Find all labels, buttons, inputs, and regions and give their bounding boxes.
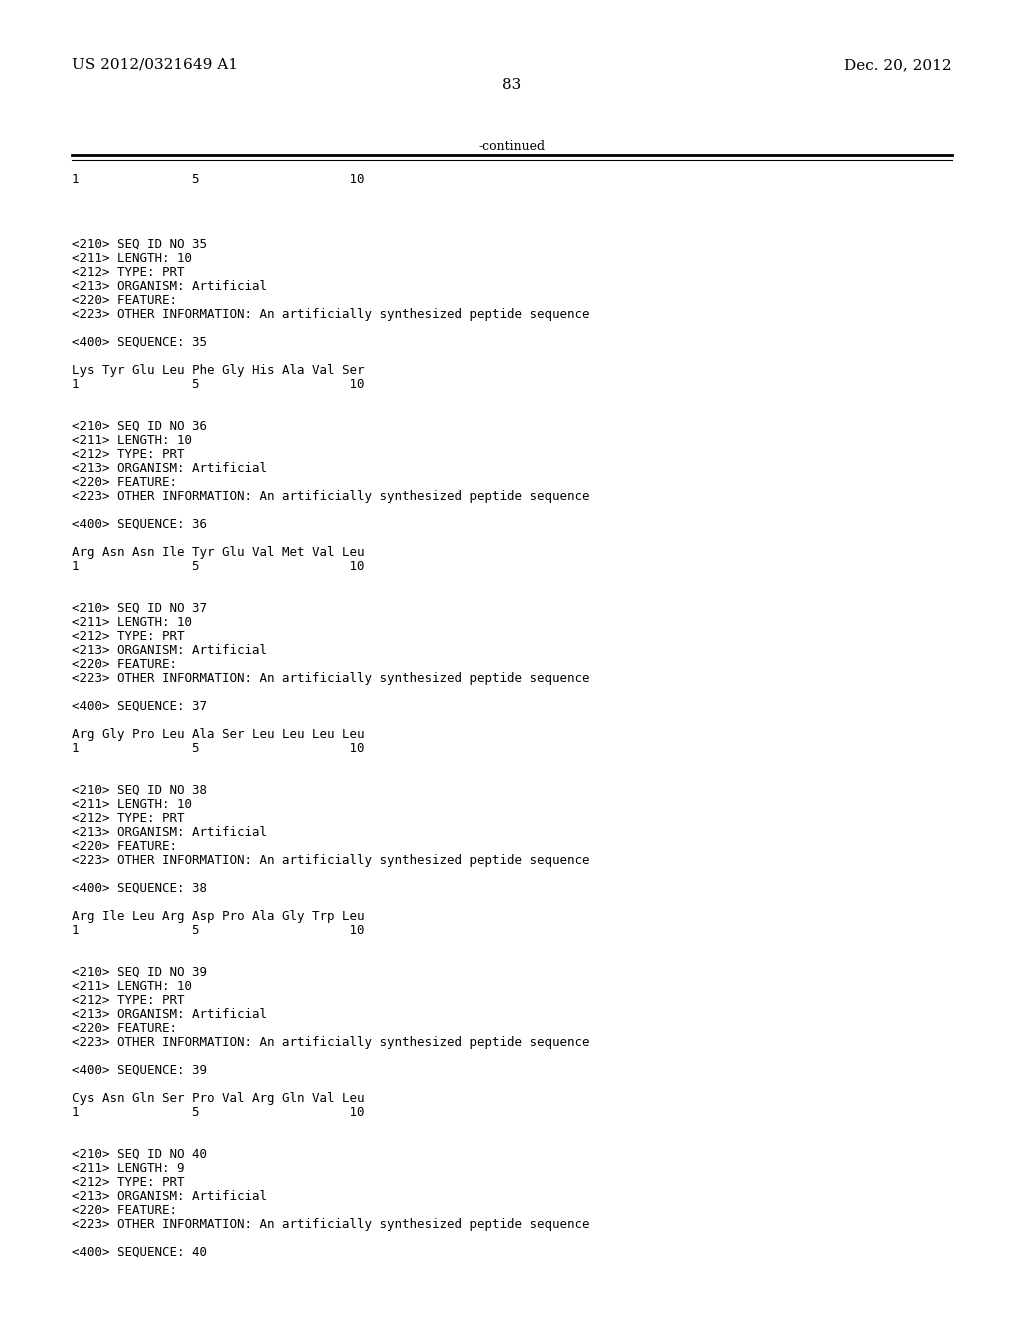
Text: <210> SEQ ID NO 38: <210> SEQ ID NO 38 bbox=[72, 784, 207, 797]
Text: Arg Gly Pro Leu Ala Ser Leu Leu Leu Leu: Arg Gly Pro Leu Ala Ser Leu Leu Leu Leu bbox=[72, 729, 365, 741]
Text: <400> SEQUENCE: 38: <400> SEQUENCE: 38 bbox=[72, 882, 207, 895]
Text: <223> OTHER INFORMATION: An artificially synthesized peptide sequence: <223> OTHER INFORMATION: An artificially… bbox=[72, 672, 590, 685]
Text: <220> FEATURE:: <220> FEATURE: bbox=[72, 1204, 177, 1217]
Text: Dec. 20, 2012: Dec. 20, 2012 bbox=[845, 58, 952, 73]
Text: <212> TYPE: PRT: <212> TYPE: PRT bbox=[72, 812, 184, 825]
Text: <210> SEQ ID NO 40: <210> SEQ ID NO 40 bbox=[72, 1148, 207, 1162]
Text: <220> FEATURE:: <220> FEATURE: bbox=[72, 840, 177, 853]
Text: <223> OTHER INFORMATION: An artificially synthesized peptide sequence: <223> OTHER INFORMATION: An artificially… bbox=[72, 1218, 590, 1232]
Text: <211> LENGTH: 10: <211> LENGTH: 10 bbox=[72, 979, 193, 993]
Text: <223> OTHER INFORMATION: An artificially synthesized peptide sequence: <223> OTHER INFORMATION: An artificially… bbox=[72, 854, 590, 867]
Text: <400> SEQUENCE: 39: <400> SEQUENCE: 39 bbox=[72, 1064, 207, 1077]
Text: <212> TYPE: PRT: <212> TYPE: PRT bbox=[72, 994, 184, 1007]
Text: <211> LENGTH: 10: <211> LENGTH: 10 bbox=[72, 434, 193, 447]
Text: <213> ORGANISM: Artificial: <213> ORGANISM: Artificial bbox=[72, 644, 267, 657]
Text: <212> TYPE: PRT: <212> TYPE: PRT bbox=[72, 267, 184, 279]
Text: <213> ORGANISM: Artificial: <213> ORGANISM: Artificial bbox=[72, 1008, 267, 1020]
Text: Arg Ile Leu Arg Asp Pro Ala Gly Trp Leu: Arg Ile Leu Arg Asp Pro Ala Gly Trp Leu bbox=[72, 909, 365, 923]
Text: <400> SEQUENCE: 37: <400> SEQUENCE: 37 bbox=[72, 700, 207, 713]
Text: 1               5                    10: 1 5 10 bbox=[72, 378, 365, 391]
Text: 1               5                    10: 1 5 10 bbox=[72, 742, 365, 755]
Text: <400> SEQUENCE: 36: <400> SEQUENCE: 36 bbox=[72, 517, 207, 531]
Text: 1               5                    10: 1 5 10 bbox=[72, 560, 365, 573]
Text: <223> OTHER INFORMATION: An artificially synthesized peptide sequence: <223> OTHER INFORMATION: An artificially… bbox=[72, 490, 590, 503]
Text: <213> ORGANISM: Artificial: <213> ORGANISM: Artificial bbox=[72, 826, 267, 840]
Text: <210> SEQ ID NO 39: <210> SEQ ID NO 39 bbox=[72, 966, 207, 979]
Text: <220> FEATURE:: <220> FEATURE: bbox=[72, 294, 177, 308]
Text: <220> FEATURE:: <220> FEATURE: bbox=[72, 477, 177, 488]
Text: <210> SEQ ID NO 37: <210> SEQ ID NO 37 bbox=[72, 602, 207, 615]
Text: <211> LENGTH: 10: <211> LENGTH: 10 bbox=[72, 616, 193, 630]
Text: <213> ORGANISM: Artificial: <213> ORGANISM: Artificial bbox=[72, 280, 267, 293]
Text: Lys Tyr Glu Leu Phe Gly His Ala Val Ser: Lys Tyr Glu Leu Phe Gly His Ala Val Ser bbox=[72, 364, 365, 378]
Text: Arg Asn Asn Ile Tyr Glu Val Met Val Leu: Arg Asn Asn Ile Tyr Glu Val Met Val Leu bbox=[72, 546, 365, 558]
Text: <220> FEATURE:: <220> FEATURE: bbox=[72, 657, 177, 671]
Text: <212> TYPE: PRT: <212> TYPE: PRT bbox=[72, 1176, 184, 1189]
Text: 1               5                    10: 1 5 10 bbox=[72, 1106, 365, 1119]
Text: <400> SEQUENCE: 35: <400> SEQUENCE: 35 bbox=[72, 337, 207, 348]
Text: <400> SEQUENCE: 40: <400> SEQUENCE: 40 bbox=[72, 1246, 207, 1259]
Text: <212> TYPE: PRT: <212> TYPE: PRT bbox=[72, 447, 184, 461]
Text: <220> FEATURE:: <220> FEATURE: bbox=[72, 1022, 177, 1035]
Text: <210> SEQ ID NO 36: <210> SEQ ID NO 36 bbox=[72, 420, 207, 433]
Text: <211> LENGTH: 10: <211> LENGTH: 10 bbox=[72, 252, 193, 265]
Text: <213> ORGANISM: Artificial: <213> ORGANISM: Artificial bbox=[72, 462, 267, 475]
Text: 83: 83 bbox=[503, 78, 521, 92]
Text: <223> OTHER INFORMATION: An artificially synthesized peptide sequence: <223> OTHER INFORMATION: An artificially… bbox=[72, 1036, 590, 1049]
Text: <211> LENGTH: 10: <211> LENGTH: 10 bbox=[72, 799, 193, 810]
Text: <223> OTHER INFORMATION: An artificially synthesized peptide sequence: <223> OTHER INFORMATION: An artificially… bbox=[72, 308, 590, 321]
Text: <210> SEQ ID NO 35: <210> SEQ ID NO 35 bbox=[72, 238, 207, 251]
Text: -continued: -continued bbox=[478, 140, 546, 153]
Text: <213> ORGANISM: Artificial: <213> ORGANISM: Artificial bbox=[72, 1191, 267, 1203]
Text: <211> LENGTH: 9: <211> LENGTH: 9 bbox=[72, 1162, 184, 1175]
Text: US 2012/0321649 A1: US 2012/0321649 A1 bbox=[72, 58, 238, 73]
Text: Cys Asn Gln Ser Pro Val Arg Gln Val Leu: Cys Asn Gln Ser Pro Val Arg Gln Val Leu bbox=[72, 1092, 365, 1105]
Text: 1               5                    10: 1 5 10 bbox=[72, 924, 365, 937]
Text: 1               5                    10: 1 5 10 bbox=[72, 173, 365, 186]
Text: <212> TYPE: PRT: <212> TYPE: PRT bbox=[72, 630, 184, 643]
